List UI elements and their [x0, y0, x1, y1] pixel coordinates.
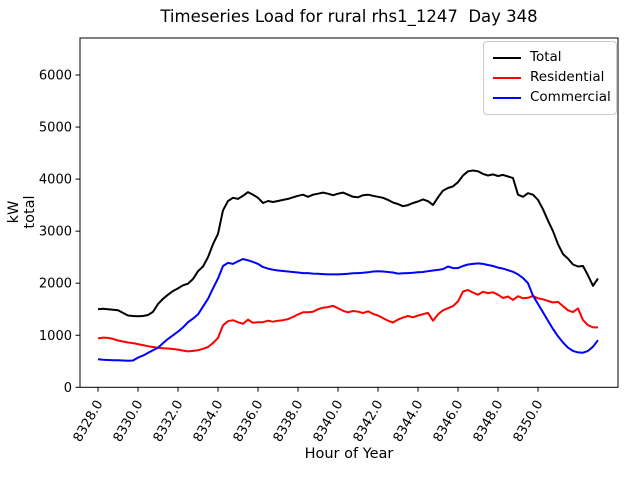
x-axis-label: Hour of Year: [304, 446, 394, 462]
commercial-line-swatch: [493, 97, 521, 99]
y-tick-label: 0: [64, 381, 72, 396]
y-tick-marks: [75, 74, 80, 388]
legend-item-commercial: Commercial: [493, 88, 611, 108]
x-tick-label: 8330.0: [111, 398, 147, 445]
y-tick-labels: 0 1000 2000 3000 4000 5000 6000: [39, 69, 72, 396]
x-tick-label: 8338.0: [271, 398, 307, 445]
y-tick-label: 6000: [39, 69, 72, 84]
x-tick-label: 8346.0: [431, 398, 467, 445]
legend: Total Residential Commercial: [483, 41, 617, 115]
total-line-swatch: [493, 57, 521, 59]
axes-spines: [79, 37, 619, 388]
legend-label-total: Total: [530, 49, 562, 66]
chart-title: Timeseries Load for rural rhs1_1247 Day …: [160, 7, 538, 26]
x-tick-label: 8344.0: [391, 398, 427, 445]
x-tick-label: 8342.0: [351, 398, 387, 445]
residential-line-swatch: [493, 77, 521, 79]
x-tick-label: 8336.0: [231, 398, 267, 445]
x-tick-label: 8332.0: [151, 398, 187, 445]
x-tick-label: 8340.0: [311, 398, 347, 445]
y-tick-label: 4000: [39, 173, 72, 188]
legend-label-commercial: Commercial: [530, 89, 611, 106]
y-tick-label: 3000: [39, 225, 72, 240]
x-tick-label: 8334.0: [191, 398, 227, 445]
commercial-series-line: [97, 258, 599, 362]
x-tick-label: 8350.0: [511, 398, 547, 445]
x-tick-label: 8328.0: [71, 398, 107, 445]
residential-series-line: [97, 289, 598, 353]
y-tick-label: 1000: [39, 329, 72, 344]
x-tick-marks: [97, 387, 539, 392]
x-tick-labels: 8328.0 8330.0 8332.0 8334.0 8336.0 8338.0 8340…: [71, 398, 547, 445]
y-tick-label: 2000: [39, 277, 72, 292]
legend-label-residential: Residential: [530, 69, 605, 86]
legend-item-total: Total: [493, 48, 608, 68]
y-axis-label: kW total: [6, 195, 38, 229]
x-tick-label: 8348.0: [471, 398, 507, 445]
total-series-line: [97, 169, 599, 318]
legend-item-residential: Residential: [493, 68, 608, 88]
y-tick-label: 5000: [39, 121, 72, 136]
